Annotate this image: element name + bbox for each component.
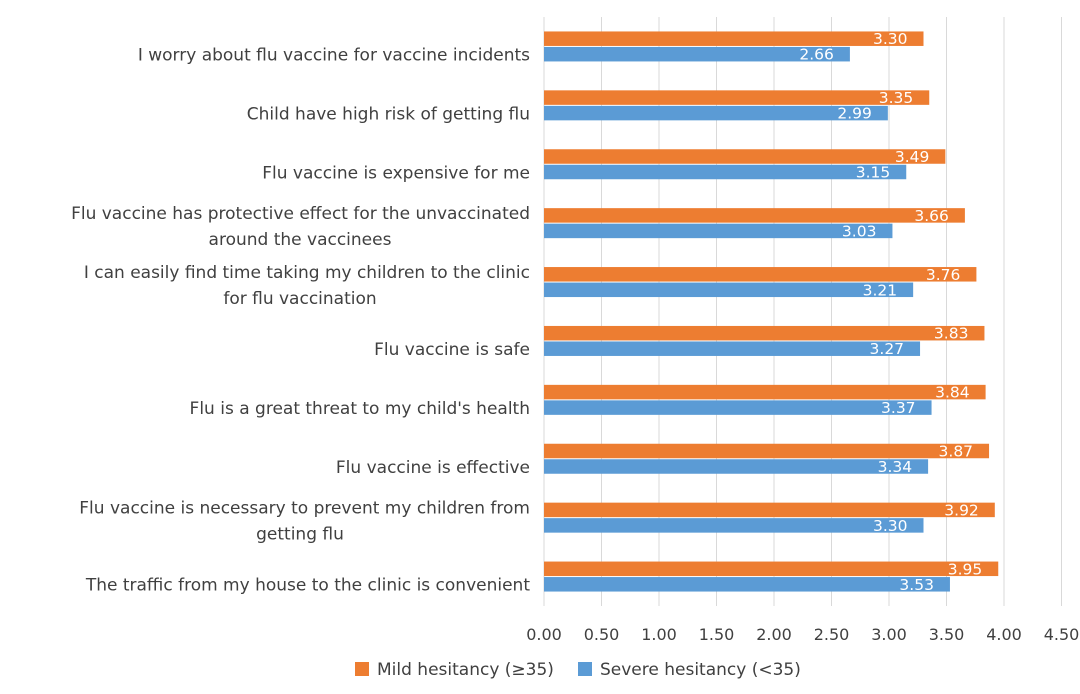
data-label: 3.49 bbox=[895, 148, 930, 166]
category-label: getting flu bbox=[256, 525, 344, 545]
data-label: 2.66 bbox=[799, 46, 834, 64]
x-axis-ticks: 0.00 0.50 1.00 1.50 2.00 2.50 3.00 3.50 4.00 4.50 bbox=[526, 625, 1079, 644]
data-label: 3.84 bbox=[935, 384, 970, 402]
data-label: 3.66 bbox=[914, 207, 949, 225]
data-label: 3.76 bbox=[926, 266, 961, 284]
bar-severe bbox=[544, 459, 929, 474]
bar-severe bbox=[544, 577, 950, 592]
data-label: 2.99 bbox=[837, 105, 872, 123]
bar-mild bbox=[544, 384, 986, 400]
category-label: Flu is a great threat to my child's heal… bbox=[190, 399, 530, 419]
bar-severe bbox=[544, 223, 893, 239]
x-tick-label: 0.00 bbox=[526, 625, 562, 644]
category-label: Flu vaccine is necessary to prevent my c… bbox=[79, 499, 530, 519]
bar-mild bbox=[544, 267, 977, 282]
data-label: 3.15 bbox=[856, 164, 891, 182]
x-tick-label: 2.00 bbox=[756, 625, 792, 644]
data-label: 3.87 bbox=[939, 443, 974, 461]
data-label: 3.27 bbox=[870, 340, 905, 358]
bar-mild bbox=[544, 31, 924, 46]
category-label: Flu vaccine has protective effect for th… bbox=[71, 204, 530, 224]
category-label: for flu vaccination bbox=[223, 289, 376, 309]
gridlines bbox=[543, 17, 1062, 606]
bar-severe bbox=[544, 105, 888, 121]
x-tick-label: 0.50 bbox=[584, 625, 620, 644]
bar-severe bbox=[544, 400, 932, 415]
legend-label-mild: Mild hesitancy (≥35) bbox=[377, 660, 554, 680]
bar-mild bbox=[544, 325, 985, 341]
category-label: I can easily find time taking my childre… bbox=[84, 263, 530, 283]
category-label: Flu vaccine is safe bbox=[374, 340, 530, 360]
bar-mild bbox=[544, 561, 999, 577]
bar-mild bbox=[544, 443, 990, 459]
data-label: 3.34 bbox=[878, 458, 913, 476]
category-label: The traffic from my house to the clinic … bbox=[85, 576, 531, 596]
bar-mild bbox=[544, 149, 946, 164]
x-tick-label: 2.50 bbox=[814, 625, 850, 644]
category-label: Flu vaccine is effective bbox=[336, 458, 530, 478]
legend-swatch-severe bbox=[578, 662, 592, 676]
data-labels: 3.30 2.66 3.35 2.99 3.493.15 3.66 3.03 3.76 3.21… bbox=[799, 30, 982, 594]
bar-severe bbox=[544, 164, 907, 180]
category-label: Child have high risk of getting flu bbox=[247, 104, 530, 124]
data-label: 3.83 bbox=[934, 325, 969, 343]
legend: Mild hesitancy (≥35) Severe hesitancy (<3… bbox=[355, 660, 801, 680]
legend-label-severe: Severe hesitancy (<35) bbox=[600, 660, 801, 680]
x-tick-label: 1.50 bbox=[699, 625, 735, 644]
data-label: 3.95 bbox=[948, 560, 983, 578]
bar-mild bbox=[544, 502, 995, 518]
category-labels: I worry about flu vaccine for vaccine in… bbox=[71, 45, 530, 595]
data-label: 3.37 bbox=[881, 399, 916, 417]
x-tick-label: 4.50 bbox=[1044, 625, 1080, 644]
bar-severe bbox=[544, 46, 850, 62]
bar-severe bbox=[544, 341, 921, 356]
data-label: 3.03 bbox=[842, 222, 877, 240]
category-label: Flu vaccine is expensive for me bbox=[262, 163, 530, 183]
data-label: 3.92 bbox=[944, 501, 979, 519]
category-label: around the vaccinees bbox=[209, 230, 392, 250]
bar-mild bbox=[544, 208, 965, 223]
data-label: 3.21 bbox=[863, 281, 898, 299]
bar-severe bbox=[544, 518, 924, 533]
bar-severe bbox=[544, 282, 914, 298]
data-label: 3.35 bbox=[879, 89, 914, 107]
x-tick-label: 1.00 bbox=[641, 625, 677, 644]
bar-mild bbox=[544, 90, 930, 105]
x-tick-label: 3.50 bbox=[929, 625, 965, 644]
data-label: 3.30 bbox=[873, 30, 908, 48]
data-label: 3.30 bbox=[873, 517, 908, 535]
bars bbox=[544, 31, 999, 592]
legend-swatch-mild bbox=[355, 662, 369, 676]
x-tick-label: 3.00 bbox=[871, 625, 907, 644]
category-label: I worry about flu vaccine for vaccine in… bbox=[138, 45, 530, 65]
x-tick-label: 4.00 bbox=[986, 625, 1022, 644]
data-label: 3.53 bbox=[899, 576, 934, 594]
